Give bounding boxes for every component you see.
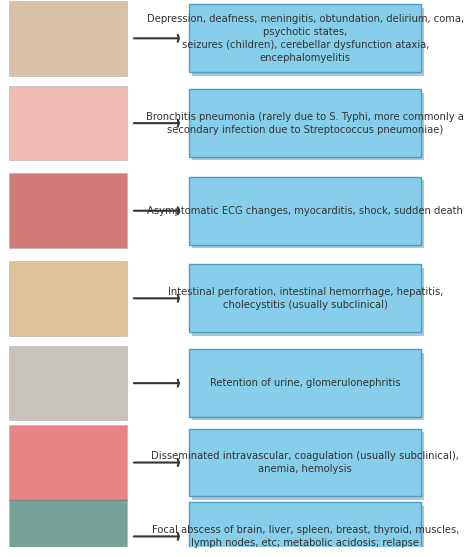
FancyBboxPatch shape	[189, 428, 421, 496]
FancyBboxPatch shape	[8, 173, 127, 248]
Text: Depression, deafness, meningitis, obtundation, delirium, coma, psychotic states,: Depression, deafness, meningitis, obtund…	[147, 13, 464, 63]
Text: Bronchitis pneumonia (rarely due to S. Typhi, more commonly a
secondary infectio: Bronchitis pneumonia (rarely due to S. T…	[146, 111, 464, 135]
FancyBboxPatch shape	[8, 425, 127, 500]
FancyBboxPatch shape	[189, 4, 421, 72]
FancyBboxPatch shape	[192, 353, 424, 421]
FancyBboxPatch shape	[8, 1, 127, 76]
FancyBboxPatch shape	[8, 499, 127, 557]
Text: Asymptomatic ECG changes, myocarditis, shock, sudden death: Asymptomatic ECG changes, myocarditis, s…	[148, 206, 463, 216]
FancyBboxPatch shape	[8, 86, 127, 160]
FancyBboxPatch shape	[192, 8, 424, 76]
FancyBboxPatch shape	[192, 506, 424, 557]
FancyBboxPatch shape	[8, 261, 127, 336]
FancyBboxPatch shape	[189, 265, 421, 333]
FancyBboxPatch shape	[8, 346, 127, 421]
FancyBboxPatch shape	[192, 180, 424, 248]
FancyBboxPatch shape	[192, 432, 424, 500]
FancyBboxPatch shape	[189, 502, 421, 557]
FancyBboxPatch shape	[192, 268, 424, 335]
FancyBboxPatch shape	[189, 349, 421, 417]
Text: Disseminated intravascular, coagulation (usually subclinical),
anemia, hemolysis: Disseminated intravascular, coagulation …	[151, 451, 459, 474]
Text: Focal abscess of brain, liver, spleen, breast, thyroid, muscles,
lymph nodes, et: Focal abscess of brain, liver, spleen, b…	[152, 525, 459, 548]
Text: Retention of urine, glomerulonephritis: Retention of urine, glomerulonephritis	[210, 378, 401, 388]
Text: Intestinal perforation, intestinal hemorrhage, hepatitis,
cholecystitis (usually: Intestinal perforation, intestinal hemor…	[168, 287, 443, 310]
FancyBboxPatch shape	[189, 177, 421, 245]
FancyBboxPatch shape	[189, 89, 421, 157]
FancyBboxPatch shape	[192, 92, 424, 160]
